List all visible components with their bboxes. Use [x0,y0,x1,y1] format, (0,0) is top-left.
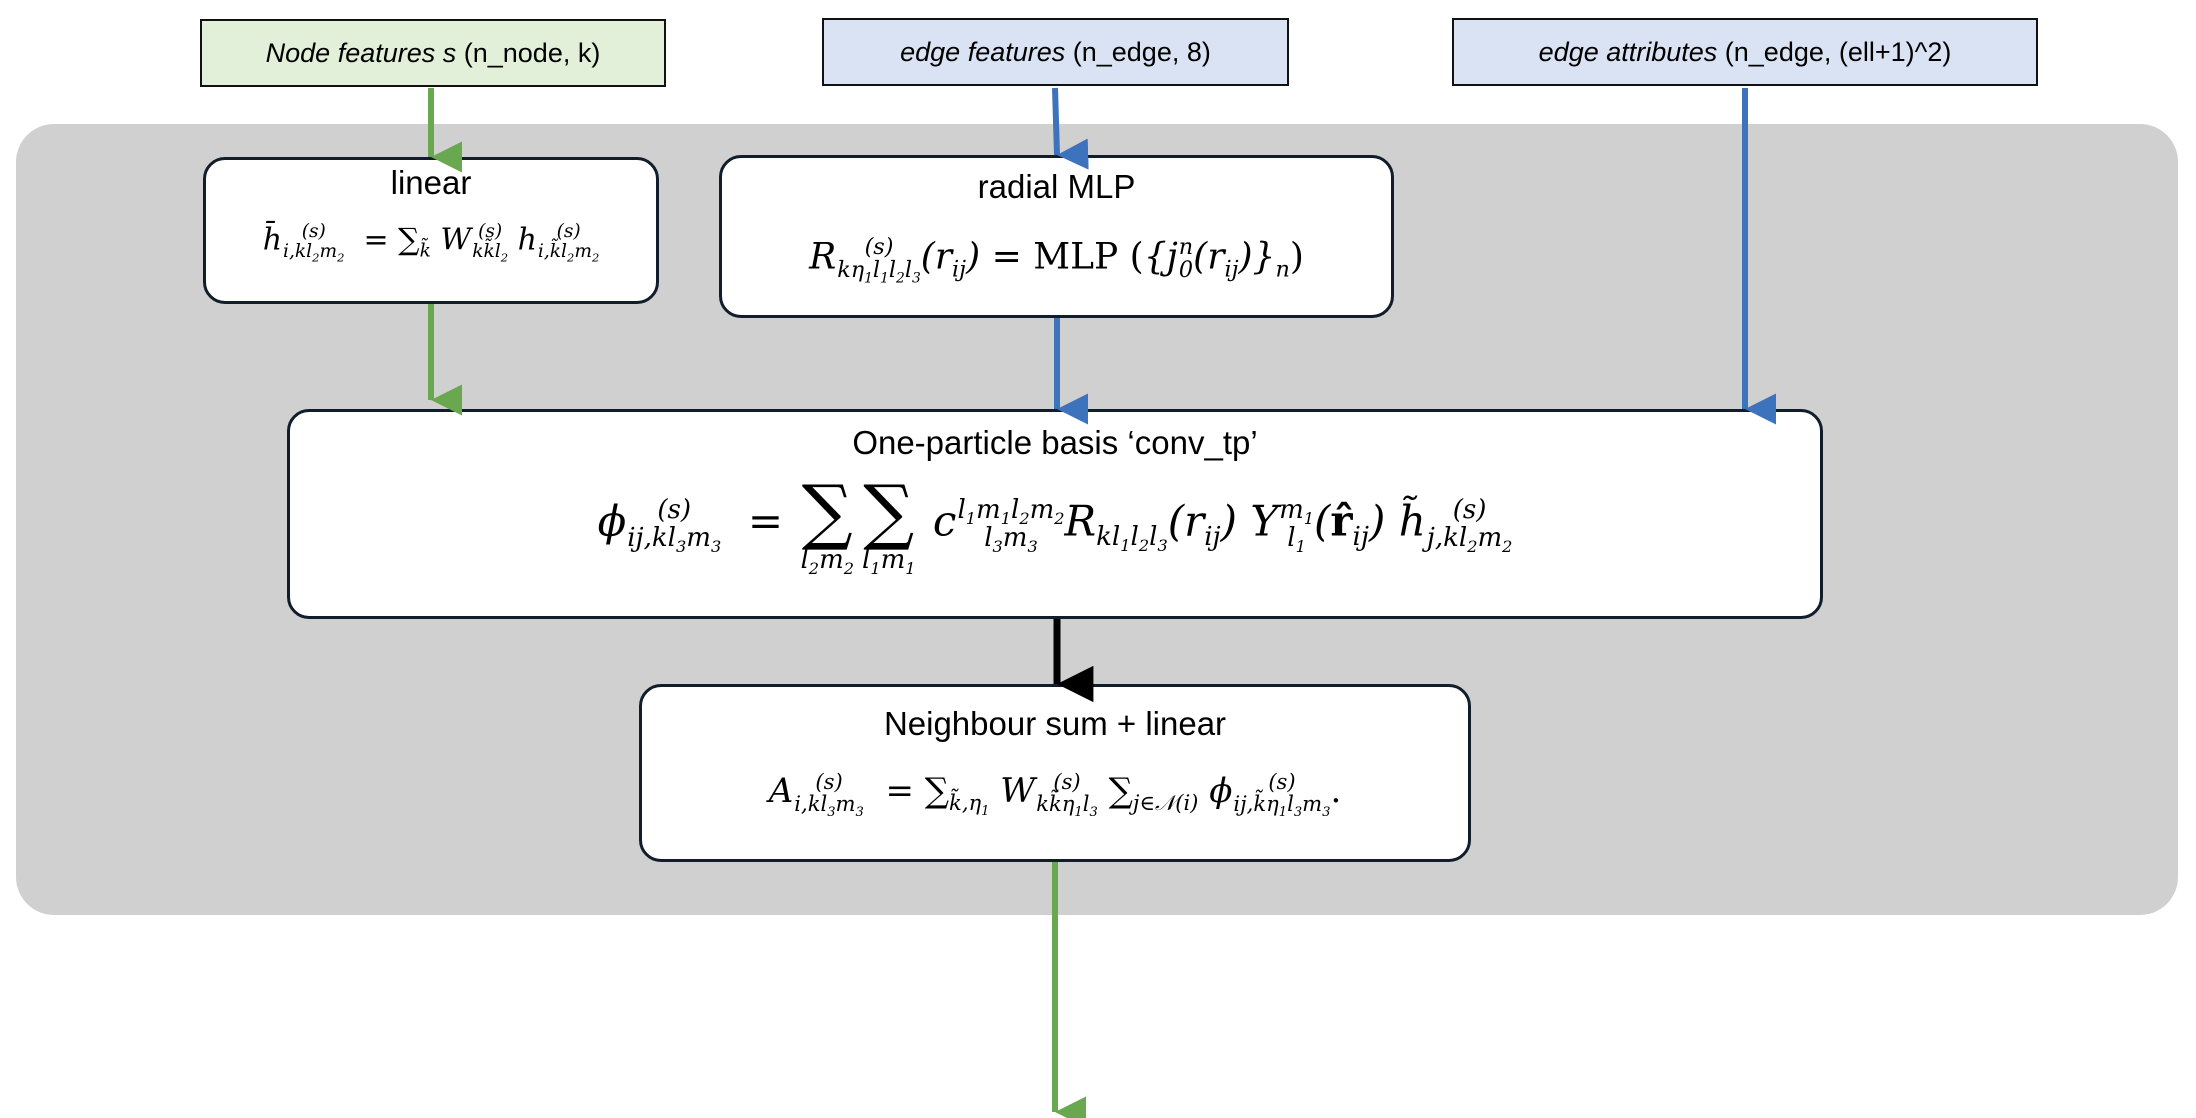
node-features-input: Node features s (n_node, k) [200,19,666,87]
arrow-edge-features-to-mlp [1052,87,1089,170]
edge-features-label: edge features [900,36,1066,67]
edge-features-shape: (n_edge, 8) [1065,36,1211,67]
radial-mlp-formula: R (s) kη1l1l2l3 (rij) = MLP ({j n 0 (rij)}n) [809,234,1304,287]
neighbour-sum-box: Neighbour sum + linear A (s) i,kl3m3 = ∑k̃… [639,684,1471,862]
node-features-shape: (n_node, k) [456,37,601,68]
one-particle-basis-box: One-particle basis ‘conv_tp’ ϕ (s) ij,kl3m… [287,409,1823,619]
neighbour-sum-formula: A (s) i,kl3m3 = ∑k̃,η1 W (s) kk̃η1l3 ∑j∈𝒩(i)… [768,769,1342,821]
node-features-label: Node features s [265,37,457,68]
edge-attributes-label: edge attributes [1538,36,1718,67]
neighbour-sum-title: Neighbour sum + linear [883,705,1227,742]
one-particle-basis-title: One-particle basis ‘conv_tp’ [852,424,1258,461]
edge-attributes-input: edge attributes (n_edge, (ell+1)^2) [1452,18,2038,86]
edge-attributes-shape: (n_edge, (ell+1)^2) [1717,36,1952,67]
radial-mlp-box: radial MLP R (s) kη1l1l2l3 (rij) = MLP ({j n… [719,155,1394,318]
edge-features-input: edge features (n_edge, 8) [822,18,1289,86]
radial-mlp-title: radial MLP [977,168,1136,205]
one-particle-basis-formula: ϕ (s) ij,kl3m3 = ∑ l2m2 ∑ l1m1 c l1m1l2m2 l3m3 R… [597,470,1513,579]
linear-formula: h̄ (s) i,kl2m2 = ∑k̃ W (s) kk̃l2 h (s) i,k̃l2m… [262,221,600,265]
